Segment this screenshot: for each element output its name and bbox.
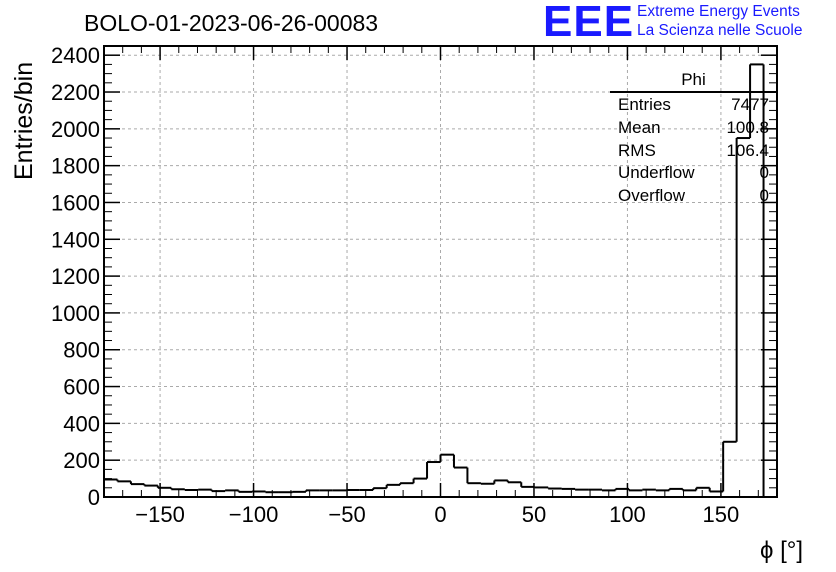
y-tick-label: 2200 xyxy=(51,80,100,105)
y-tick-label: 800 xyxy=(63,338,100,363)
y-tick-label: 1200 xyxy=(51,264,100,289)
eee-logo-text: Extreme Energy Events La Scienza nelle S… xyxy=(637,2,802,40)
y-tick-label: 1800 xyxy=(51,154,100,179)
stats-label: Mean xyxy=(618,117,661,137)
x-tick-label: 150 xyxy=(703,502,740,527)
stats-value: 7477 xyxy=(731,95,769,114)
y-tick-label: 1600 xyxy=(51,190,100,215)
chart-title: BOLO-01-2023-06-26-00083 xyxy=(84,10,379,36)
x-tick-label: 0 xyxy=(434,502,446,527)
x-tick-label: −50 xyxy=(328,502,365,527)
x-tick-label: 100 xyxy=(609,502,646,527)
eee-logo-line2: La Scienza nelle Scuole xyxy=(637,22,803,39)
y-tick-label: 0 xyxy=(88,485,100,510)
stats-value: 106.4 xyxy=(726,140,769,160)
stats-row: RMS 106.4 xyxy=(610,140,777,163)
stats-row: Entries 7477 xyxy=(610,94,777,117)
y-tick-label: 200 xyxy=(63,448,100,473)
stats-value: 0 xyxy=(759,186,769,206)
eee-logo-line1: Extreme Energy Events xyxy=(637,3,800,20)
y-tick-label: 1000 xyxy=(51,301,100,326)
stats-value: 100.8 xyxy=(726,117,769,137)
y-tick-label: 1400 xyxy=(51,227,100,252)
y-tick-label: 2400 xyxy=(51,43,100,68)
y-tick-label: 400 xyxy=(63,411,100,436)
stats-box-title: Phi xyxy=(610,70,777,93)
stats-label: Underflow xyxy=(618,163,695,183)
stats-row: Underflow 0 xyxy=(610,162,777,185)
y-tick-label: 600 xyxy=(63,375,100,400)
stats-row: Overflow 0 xyxy=(610,185,777,208)
eee-logo-mark: EEE xyxy=(543,0,635,46)
y-tick-label: 2000 xyxy=(51,117,100,142)
stats-row: Mean 100.8 xyxy=(610,117,777,140)
stats-label: RMS xyxy=(618,140,656,160)
stats-label: Entries xyxy=(618,95,671,114)
x-axis-label: ϕ [°] xyxy=(760,537,803,564)
x-tick-label: −150 xyxy=(135,502,185,527)
x-tick-label: 50 xyxy=(522,502,546,527)
stats-value: 0 xyxy=(759,163,769,183)
stats-label: Overflow xyxy=(618,186,686,206)
x-tick-label: −100 xyxy=(229,502,279,527)
y-axis-label: Entries/bin xyxy=(10,62,38,180)
stats-box: Phi Entries 7477 Mean 100.8 RMS 106.4 Under… xyxy=(610,70,777,208)
